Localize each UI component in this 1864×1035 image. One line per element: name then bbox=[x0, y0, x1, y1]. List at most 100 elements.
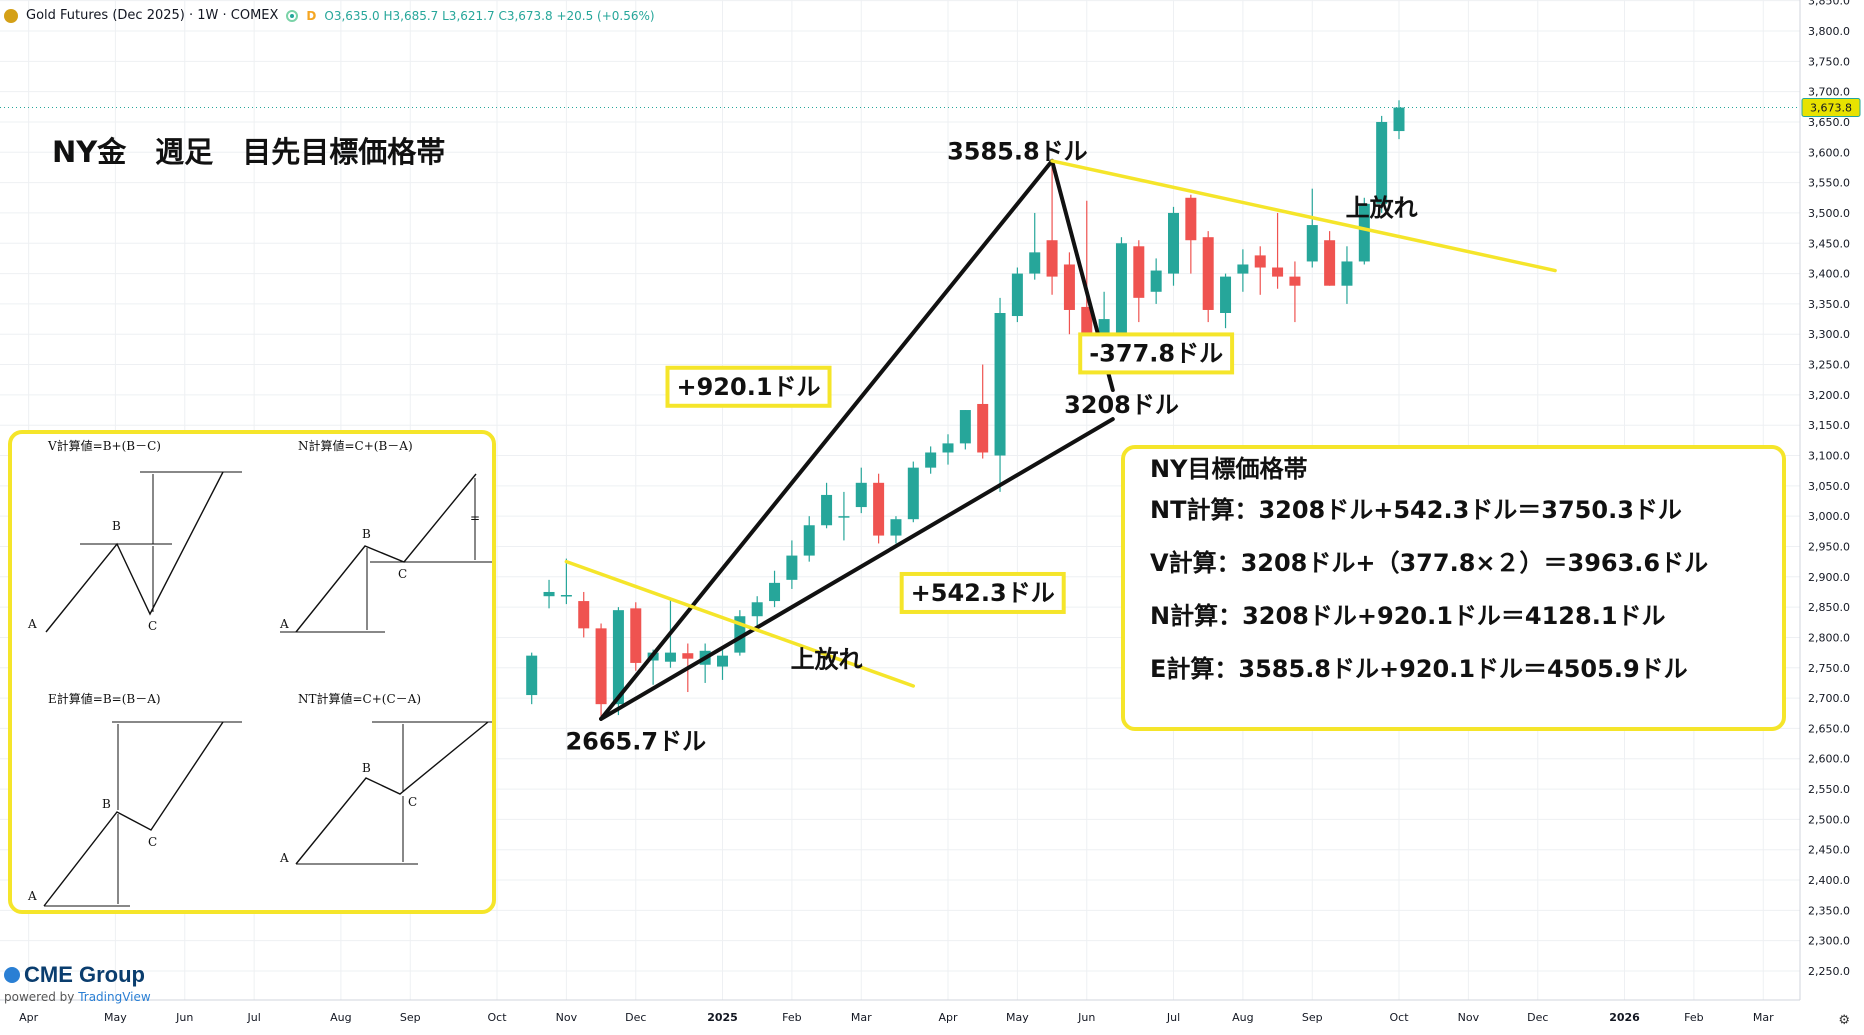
candle-body bbox=[560, 595, 572, 597]
candle-body bbox=[1254, 255, 1266, 268]
x-tick-label: Nov bbox=[556, 1011, 578, 1024]
x-tick-label: Feb bbox=[782, 1011, 801, 1024]
label-uwabanare-1: 上放れ bbox=[791, 646, 863, 674]
candle-body bbox=[1220, 276, 1232, 313]
candle-body bbox=[1393, 107, 1405, 132]
y-tick-label: 2,850.0 bbox=[1808, 601, 1850, 614]
y-tick-label: 2,700.0 bbox=[1808, 692, 1850, 705]
targets-title: NY目標価格帯 bbox=[1150, 455, 1307, 483]
candle-body bbox=[1098, 319, 1110, 341]
n-label-c: C bbox=[398, 567, 407, 581]
brand-name: CME Group bbox=[24, 962, 145, 987]
powered-by-name: TradingView bbox=[78, 990, 151, 1004]
y-tick-label: 3,650.0 bbox=[1808, 116, 1850, 129]
candle-body bbox=[855, 482, 867, 508]
last-price-label: 3,673.8 bbox=[1810, 102, 1852, 115]
y-tick-label: 2,800.0 bbox=[1808, 631, 1850, 644]
nt-label-b: B bbox=[362, 761, 371, 775]
targets-box: NY目標価格帯 NT計算：3208ドル+542.3ドル＝3750.3ドル V計算… bbox=[1121, 445, 1786, 731]
x-tick-label: 2026 bbox=[1609, 1011, 1640, 1024]
v-label-b: B bbox=[112, 519, 121, 533]
candle-body bbox=[664, 652, 676, 662]
x-tick-label: Sep bbox=[400, 1011, 421, 1024]
x-tick-label: May bbox=[104, 1011, 127, 1024]
label-minus-377-box bbox=[1078, 332, 1235, 375]
candle-body bbox=[1289, 276, 1301, 286]
reference-diagrams-panel: V計算値=B+(B－C) A B C N計算値=C+(B－A) A B C = … bbox=[8, 430, 496, 914]
e-diagram: E計算値=B=(B－A) A B C bbox=[27, 691, 242, 907]
y-tick-label: 2,950.0 bbox=[1808, 540, 1850, 553]
x-tick-label: Mar bbox=[1753, 1011, 1774, 1024]
x-tick-label: Dec bbox=[625, 1011, 646, 1024]
candle-body bbox=[630, 608, 642, 663]
candle-body bbox=[769, 582, 781, 602]
nt-label-c: C bbox=[408, 795, 417, 809]
x-tick-label: Sep bbox=[1302, 1011, 1323, 1024]
y-tick-label: 2,550.0 bbox=[1808, 783, 1850, 796]
data-type-badge: D bbox=[306, 8, 317, 23]
x-tick-label: Feb bbox=[1684, 1011, 1703, 1024]
candle-body bbox=[612, 610, 624, 705]
x-tick-label: Dec bbox=[1527, 1011, 1548, 1024]
label-3208-text: 3208ドル bbox=[1064, 391, 1179, 419]
candle-body bbox=[1358, 203, 1370, 262]
y-tick-label: 3,100.0 bbox=[1808, 450, 1850, 463]
candle-body bbox=[977, 403, 989, 453]
v-label-a: A bbox=[27, 617, 37, 631]
candle-body bbox=[1063, 264, 1075, 310]
y-tick-label: 2,350.0 bbox=[1808, 904, 1850, 917]
y-tick-label: 3,700.0 bbox=[1808, 86, 1850, 99]
candle-body bbox=[578, 601, 590, 629]
y-tick-label: 3,550.0 bbox=[1808, 177, 1850, 190]
candle-body bbox=[994, 313, 1006, 456]
x-tick-label: May bbox=[1006, 1011, 1029, 1024]
upper-resistance-line bbox=[1050, 159, 1557, 273]
candle-body bbox=[959, 410, 971, 444]
lower-resistance-line bbox=[564, 559, 916, 688]
brand-logo[interactable]: CME Group powered by TradingView bbox=[4, 962, 151, 1004]
nt-label-a: A bbox=[279, 851, 289, 865]
y-tick-label: 3,000.0 bbox=[1808, 510, 1850, 523]
candle-body bbox=[734, 616, 746, 653]
candle-body bbox=[1168, 212, 1179, 274]
y-tick-label: 2,900.0 bbox=[1808, 571, 1850, 584]
candle-body bbox=[1029, 252, 1041, 274]
y-tick-label: 2,500.0 bbox=[1808, 813, 1850, 826]
candles bbox=[526, 100, 1405, 719]
candle-body bbox=[1185, 197, 1197, 241]
ohlc-readout: O3,635.0 H3,685.7 L3,621.7 C3,673.8 +20.… bbox=[324, 9, 654, 23]
y-tick-label: 3,200.0 bbox=[1808, 389, 1850, 402]
label-plus-542-text: +542.3ドル bbox=[911, 579, 1055, 607]
label-2665-text: 2665.7ドル bbox=[565, 728, 706, 756]
label-plus-920-box bbox=[665, 365, 832, 408]
label-uwabanare-2-text: 上放れ bbox=[1346, 194, 1418, 222]
v-label-c: C bbox=[148, 619, 157, 633]
settings-gear-icon[interactable]: ⚙ bbox=[1838, 1013, 1850, 1028]
n-label-a: A bbox=[279, 617, 289, 631]
label-3208: 3208ドル bbox=[1064, 391, 1179, 419]
symbol-title[interactable]: Gold Futures (Dec 2025) · 1W · COMEX bbox=[26, 8, 279, 23]
x-tick-label: Mar bbox=[851, 1011, 872, 1024]
y-tick-label: 3,050.0 bbox=[1808, 480, 1850, 493]
high-value: H3,685.7 bbox=[383, 8, 439, 23]
target-line-e: E計算：3585.8ドル+920.1ドル＝4505.9ドル bbox=[1150, 655, 1688, 683]
candle-body bbox=[717, 655, 728, 667]
label-minus-377-text: -377.8ドル bbox=[1089, 339, 1223, 367]
e-diagram-title: E計算値=B=(B－A) bbox=[48, 691, 161, 706]
candle-body bbox=[1341, 261, 1353, 286]
candle-body bbox=[907, 467, 919, 520]
candle-body bbox=[786, 555, 798, 580]
label-2665: 2665.7ドル bbox=[565, 728, 706, 756]
y-tick-label: 3,450.0 bbox=[1808, 237, 1850, 250]
support-line bbox=[599, 417, 1115, 721]
powered-by: powered by TradingView bbox=[4, 990, 151, 1004]
nt-diagram: NT計算値=C+(C－A) A B C bbox=[279, 691, 492, 865]
candle-body bbox=[1376, 121, 1388, 204]
low-value: L3,621.7 bbox=[442, 8, 495, 23]
n-diagram: N計算値=C+(B－A) A B C = bbox=[279, 438, 492, 633]
y-tick-label: 3,150.0 bbox=[1808, 419, 1850, 432]
label-3585-text: 3585.8ドル bbox=[947, 137, 1088, 165]
x-tick-label: Aug bbox=[1232, 1011, 1253, 1024]
